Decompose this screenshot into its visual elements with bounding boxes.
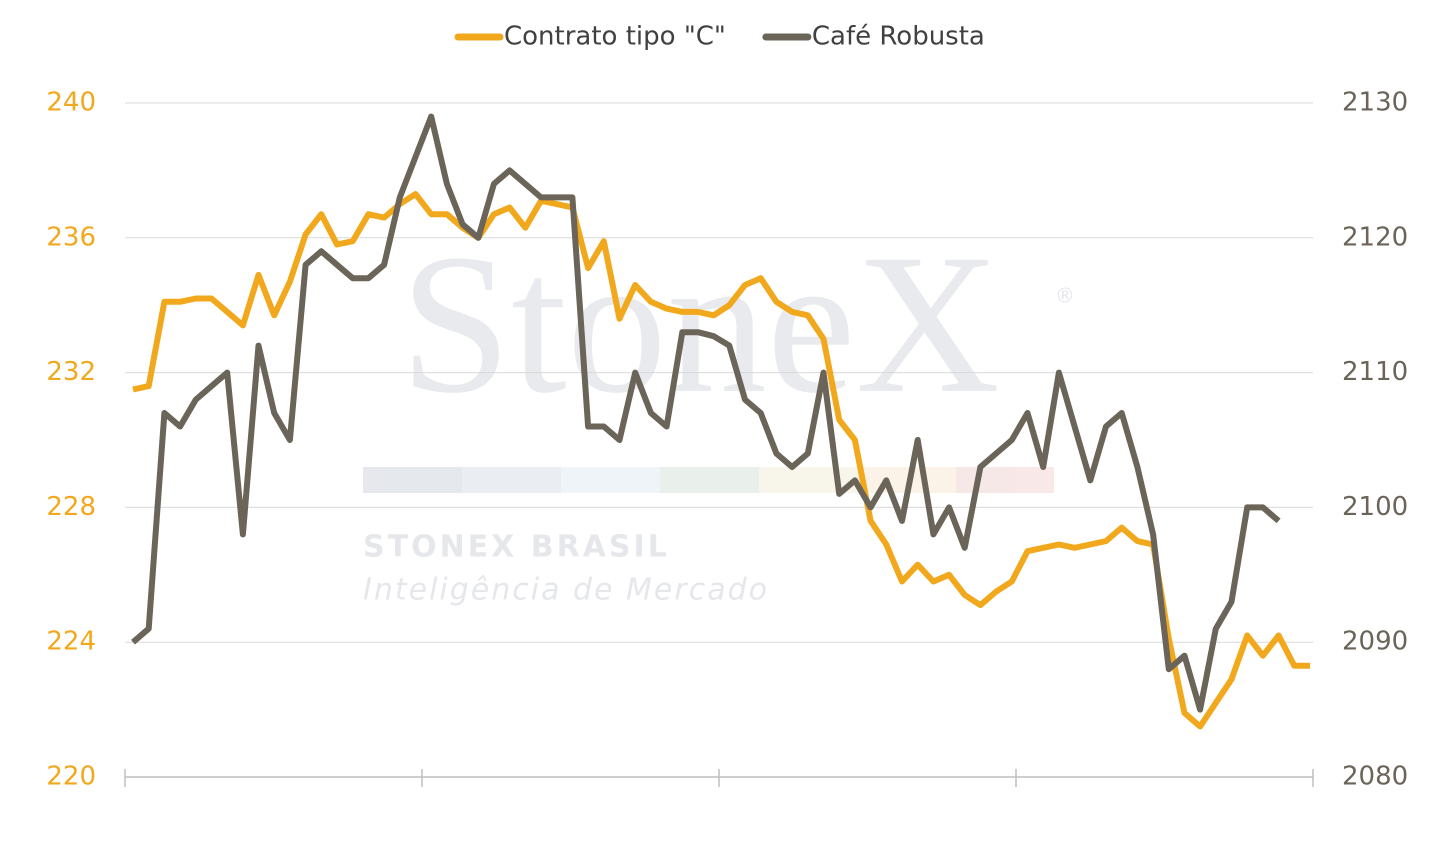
series-line	[131, 113, 1281, 713]
y-tick-label: 228	[46, 492, 96, 522]
y-tick-label: 220	[46, 762, 96, 792]
watermark-tagline: Inteligência de Mercado	[363, 573, 769, 608]
watermark-stripe	[660, 467, 759, 493]
y2-tick-label: 2100	[1342, 492, 1408, 522]
watermark-brand: StoneX	[400, 214, 1000, 435]
y-tick-label: 232	[46, 357, 96, 387]
y2-tick-label: 2090	[1342, 627, 1408, 657]
y-tick-label: 240	[46, 88, 96, 118]
watermark: StoneX ® STONEX BRASIL Inteligência de M…	[363, 214, 1075, 608]
y-tick-label: 224	[46, 627, 96, 657]
watermark-stripe	[561, 467, 660, 493]
y2-tick-label: 2110	[1342, 357, 1408, 387]
y2-tick-label: 2080	[1342, 762, 1408, 792]
y-tick-label: 236	[46, 222, 96, 252]
watermark-subtitle: STONEX BRASIL	[363, 530, 670, 565]
series-line	[132, 191, 1310, 730]
y2-tick-label: 2130	[1342, 88, 1408, 118]
legend-label: Café Robusta	[812, 22, 985, 52]
watermark-stripe	[956, 467, 1054, 493]
y2-tick-label: 2120	[1342, 222, 1408, 252]
legend-label: Contrato tipo "C"	[504, 22, 726, 52]
watermark-stripe	[462, 467, 561, 493]
watermark-stripe	[363, 467, 462, 493]
watermark-mark: ®	[1055, 284, 1075, 308]
